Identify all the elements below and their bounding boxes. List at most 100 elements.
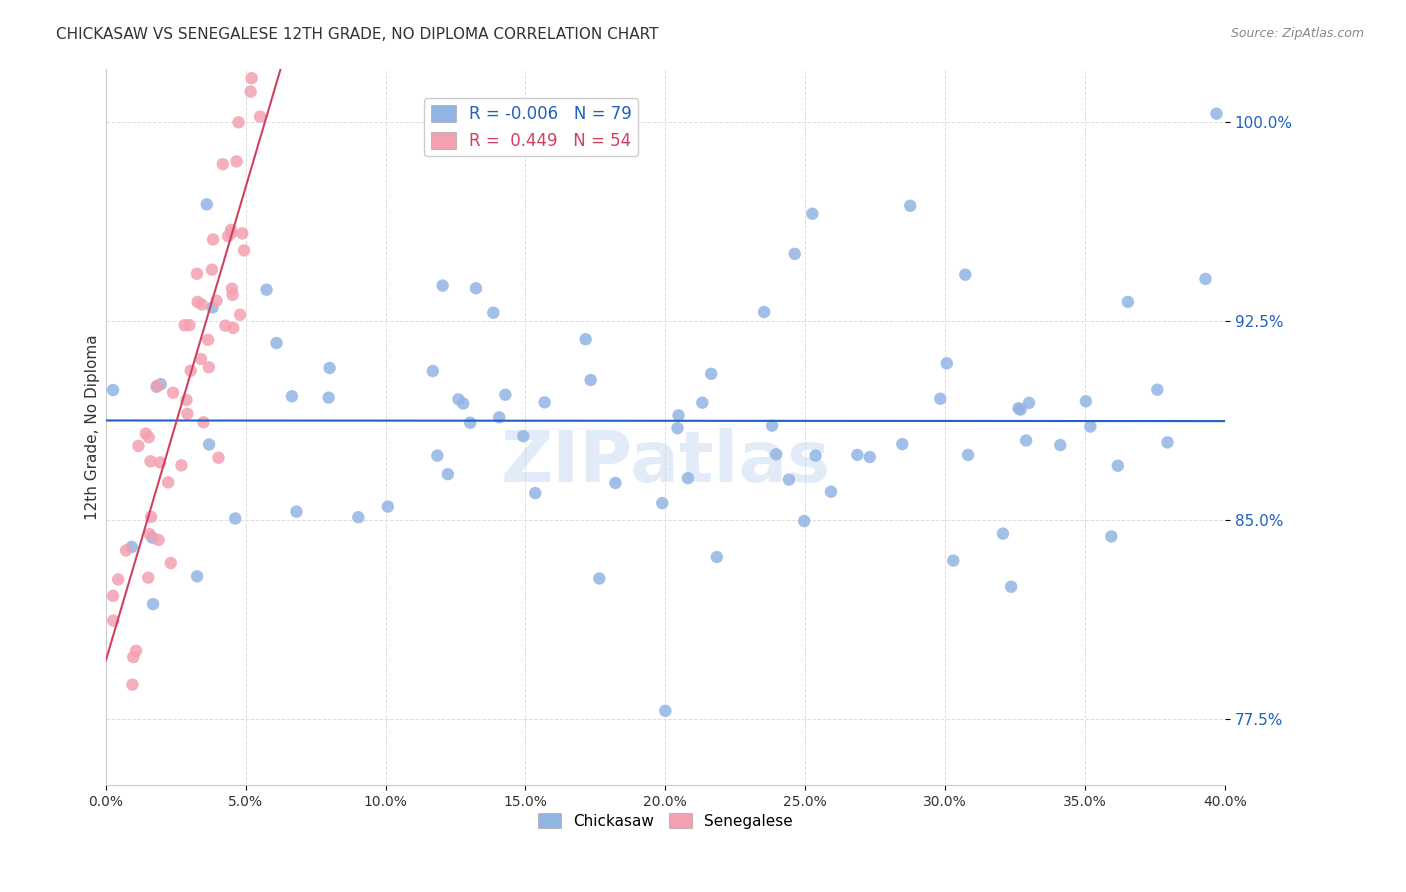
Chickasaw — [1000, 580, 1022, 594]
Senegalese — [139, 454, 162, 468]
Senegalese — [207, 450, 229, 465]
Y-axis label: 12th Grade, No Diploma: 12th Grade, No Diploma — [86, 334, 100, 520]
Chickasaw — [318, 361, 340, 376]
Senegalese — [101, 614, 124, 628]
Chickasaw — [377, 500, 399, 514]
Senegalese — [190, 351, 212, 366]
Chickasaw — [266, 336, 288, 351]
Senegalese — [149, 455, 172, 469]
Chickasaw — [676, 471, 699, 485]
Senegalese — [170, 458, 193, 473]
Text: ZIPatlas: ZIPatlas — [501, 428, 831, 497]
Chickasaw — [955, 268, 977, 282]
Senegalese — [219, 223, 242, 237]
Chickasaw — [1018, 396, 1040, 410]
Chickasaw — [804, 449, 827, 463]
Chickasaw — [929, 392, 952, 406]
Chickasaw — [1146, 383, 1168, 397]
Chickasaw — [700, 367, 723, 381]
Chickasaw — [437, 467, 460, 482]
Chickasaw — [285, 505, 308, 519]
Senegalese — [240, 71, 263, 86]
Chickasaw — [1015, 434, 1038, 448]
Senegalese — [135, 426, 157, 441]
Chickasaw — [1099, 529, 1122, 543]
Senegalese — [205, 293, 228, 308]
Chickasaw — [575, 332, 598, 346]
Text: CHICKASAW VS SENEGALESE 12TH GRADE, NO DIPLOMA CORRELATION CHART: CHICKASAW VS SENEGALESE 12TH GRADE, NO D… — [56, 27, 659, 42]
Senegalese — [138, 430, 160, 444]
Senegalese — [221, 288, 243, 302]
Chickasaw — [957, 448, 980, 462]
Senegalese — [222, 321, 245, 335]
Senegalese — [180, 364, 202, 378]
Senegalese — [211, 157, 233, 171]
Chickasaw — [588, 572, 610, 586]
Chickasaw — [101, 383, 124, 397]
Senegalese — [157, 475, 180, 490]
Chickasaw — [512, 429, 534, 443]
Chickasaw — [579, 373, 602, 387]
Chickasaw — [451, 396, 474, 410]
Senegalese — [127, 439, 149, 453]
Chickasaw — [488, 410, 510, 425]
Chickasaw — [898, 199, 921, 213]
Senegalese — [121, 678, 143, 692]
Chickasaw — [198, 437, 221, 451]
Chickasaw — [1080, 419, 1102, 434]
Senegalese — [231, 227, 253, 241]
Senegalese — [221, 282, 243, 296]
Chickasaw — [1010, 402, 1032, 417]
Chickasaw — [692, 395, 714, 409]
Senegalese — [122, 650, 145, 665]
Senegalese — [101, 589, 124, 603]
Chickasaw — [524, 486, 547, 500]
Chickasaw — [752, 305, 775, 319]
Chickasaw — [778, 473, 800, 487]
Senegalese — [115, 543, 138, 558]
Senegalese — [197, 333, 219, 347]
Chickasaw — [482, 306, 505, 320]
Senegalese — [162, 385, 184, 400]
Senegalese — [186, 267, 208, 281]
Chickasaw — [201, 301, 224, 315]
Chickasaw — [1194, 272, 1216, 286]
Senegalese — [173, 318, 195, 333]
Chickasaw — [668, 409, 690, 423]
Chickasaw — [1107, 458, 1129, 473]
Senegalese — [233, 44, 256, 58]
Chickasaw — [224, 511, 246, 525]
Chickasaw — [281, 389, 304, 403]
Senegalese — [176, 407, 198, 421]
Senegalese — [138, 527, 160, 541]
Legend: Chickasaw, Senegalese: Chickasaw, Senegalese — [531, 806, 799, 835]
Chickasaw — [195, 197, 218, 211]
Chickasaw — [533, 395, 555, 409]
Chickasaw — [1116, 294, 1139, 309]
Chickasaw — [422, 364, 444, 378]
Chickasaw — [846, 448, 869, 462]
Chickasaw — [318, 391, 340, 405]
Senegalese — [249, 110, 271, 124]
Chickasaw — [141, 531, 163, 545]
Chickasaw — [1156, 435, 1178, 450]
Chickasaw — [256, 283, 278, 297]
Senegalese — [146, 379, 169, 393]
Senegalese — [148, 533, 170, 547]
Chickasaw — [651, 496, 673, 510]
Chickasaw — [820, 484, 842, 499]
Chickasaw — [891, 437, 914, 451]
Chickasaw — [765, 447, 787, 461]
Chickasaw — [465, 281, 488, 295]
Chickasaw — [942, 554, 965, 568]
Chickasaw — [706, 549, 728, 564]
Chickasaw — [447, 392, 470, 407]
Senegalese — [191, 297, 214, 311]
Senegalese — [159, 556, 181, 570]
Senegalese — [233, 244, 256, 258]
Chickasaw — [761, 418, 783, 433]
Senegalese — [201, 262, 224, 277]
Senegalese — [221, 226, 243, 240]
Senegalese — [217, 229, 239, 244]
Senegalese — [225, 154, 247, 169]
